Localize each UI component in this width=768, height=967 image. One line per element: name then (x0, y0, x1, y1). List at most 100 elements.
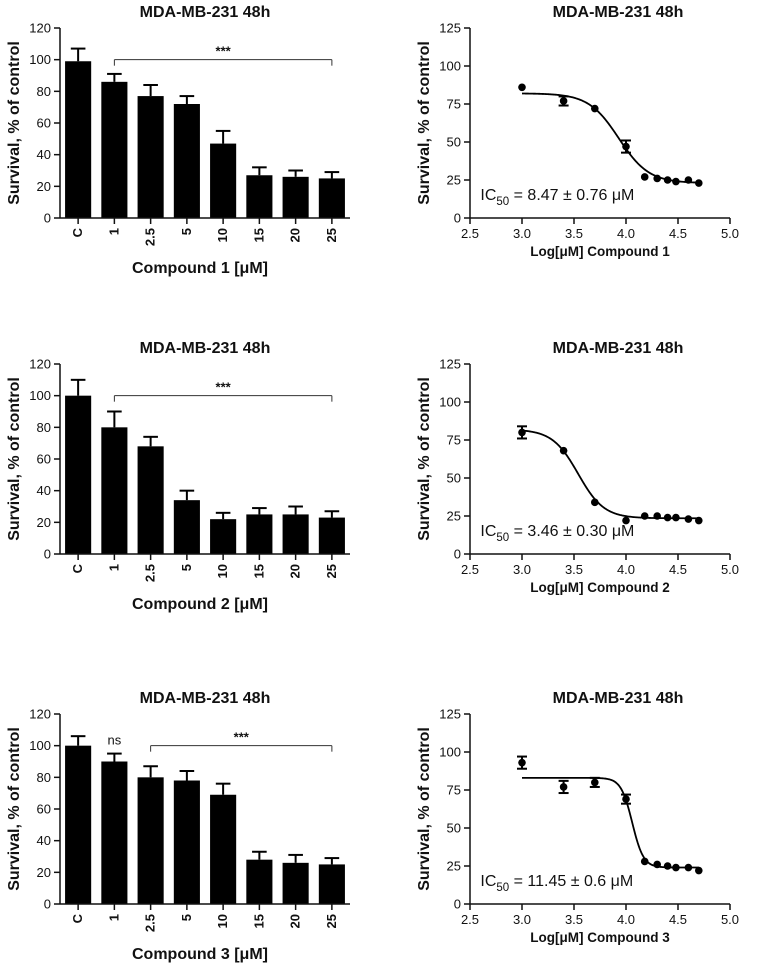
bar3-y-tick-label: 0 (44, 897, 51, 912)
curve1-y-axis-label: Survival, % of control (416, 41, 433, 205)
bar3-x-axis-label: Compound 3 [μM] (132, 946, 268, 963)
curve3-data-point (663, 862, 672, 870)
bar2-significance-label: *** (216, 380, 232, 395)
bar1-y-axis-label: Survival, % of control (6, 41, 23, 205)
bar2-x-tick-label: 5 (179, 564, 194, 571)
curve3-data-point (684, 863, 693, 872)
curve1-title: MDA-MB-231 48h (553, 4, 684, 21)
curve2-data-point (663, 513, 672, 522)
bar3-bar (318, 864, 345, 904)
curve2-ic50-subscript: 50 (496, 532, 509, 544)
bar1-y-tick-label: 20 (37, 179, 51, 194)
curve1-y-tick-label: 50 (447, 135, 461, 150)
bar1-x-tick-label: 2.5 (143, 228, 158, 246)
curve3-ic50-prefix: IC (480, 873, 496, 890)
bar1-x-tick-label: 25 (324, 228, 339, 242)
curve3-x-tick-label: 3.0 (513, 912, 531, 927)
curve1-y-tick-label: 125 (439, 21, 461, 36)
bar2-x-tick-label: 20 (288, 564, 303, 578)
bar2-y-tick-label: 120 (29, 357, 51, 372)
bar1-y-tick-label: 0 (44, 211, 51, 226)
bar2-x-axis-label: Compound 2 [μM] (132, 596, 268, 613)
bar1-panel: MDA-MB-231 48h Survival, % of control 0 20 4… (6, 4, 350, 277)
curve2-data-point (640, 512, 649, 520)
curve1-x-tick-label: 4.5 (669, 226, 687, 241)
bar2-bar (65, 395, 92, 554)
bar1-bar (318, 178, 345, 218)
bar2-bar (282, 514, 309, 554)
bar3-x-tick-label: 25 (324, 914, 339, 928)
bar3-bar (210, 794, 237, 904)
bar2-y-tick-label: 40 (37, 483, 51, 498)
curve2-data-point (695, 516, 703, 525)
curve1-ic50-prefix: IC (480, 187, 496, 204)
bar1-y-tick-label: 120 (29, 21, 51, 36)
bar2-y-tick-label: 20 (37, 515, 51, 530)
bar1-y-tick-label: 60 (37, 116, 51, 131)
curve1-x-tick-label: 3.5 (565, 226, 583, 241)
bar2-bar (137, 446, 164, 554)
bar2-panel: MDA-MB-231 48h Survival, % of control 0 20 4… (6, 340, 350, 613)
bar3-x-tick-label: 1 (106, 914, 121, 921)
bar2-x-tick-label: 15 (251, 564, 266, 578)
curve3-x-tick-label: 2.5 (461, 912, 479, 927)
bar2-y-tick-label: 60 (37, 452, 51, 467)
curve2-data-point (653, 512, 661, 520)
curve1-data-point (672, 177, 680, 186)
bar3-panel: MDA-MB-231 48h Survival, % of control 0 20 4… (6, 690, 350, 963)
curve2-x-tick-label: 3.0 (513, 562, 531, 577)
curve1-panel: MDA-MB-231 48h Survival, % of control 0 25 5… (416, 4, 739, 259)
curve1-data-point (663, 176, 672, 184)
curve1-data-point (640, 173, 649, 181)
curve3-data-point (559, 783, 568, 791)
curve2-ic50-prefix: IC (480, 523, 496, 540)
curve3-y-tick-label: 25 (447, 859, 461, 874)
bar3-y-tick-label: 20 (37, 865, 51, 880)
curve3-y-tick-label: 50 (447, 821, 461, 836)
curve1-data-point (622, 142, 630, 151)
bar1-title: MDA-MB-231 48h (140, 4, 271, 21)
bar3-bar (101, 761, 128, 904)
bar2-y-tick-label: 100 (29, 388, 51, 403)
bar2-bar (210, 519, 237, 554)
curve2-y-axis-label: Survival, % of control (416, 377, 433, 541)
curve3-ic50-subscript: 50 (496, 882, 509, 894)
curve2-data-point (559, 446, 568, 455)
curve2-x-tick-label: 4.5 (669, 562, 687, 577)
curve1-y-tick-label: 75 (447, 97, 461, 112)
curve2-y-tick-label: 0 (454, 547, 461, 562)
curve3-data-point (591, 778, 599, 787)
bar1-bar (210, 143, 237, 218)
curve3-data-point (518, 758, 526, 767)
bar3-x-tick-label: 20 (288, 914, 303, 928)
curve3-y-tick-label: 0 (454, 897, 461, 912)
bar1-x-tick-label: C (70, 227, 85, 237)
bar3-x-tick-label: 2.5 (143, 914, 158, 932)
bar2-x-tick-label: 25 (324, 564, 339, 578)
curve2-data-point (672, 513, 680, 522)
bar3-y-tick-label: 80 (37, 770, 51, 785)
curve2-data-point (518, 428, 526, 437)
curve2-y-tick-label: 100 (439, 395, 461, 410)
curve2-y-tick-label: 125 (439, 357, 461, 372)
curve3-fit-curve (522, 776, 699, 869)
bar2-x-tick-label: 2.5 (143, 564, 158, 582)
bar1-bar (101, 81, 128, 218)
curve2-fit-curve (521, 429, 699, 520)
curve3-x-tick-label: 4.0 (617, 912, 635, 927)
bar2-y-tick-label: 0 (44, 547, 51, 562)
curve1-ic50-label: IC50 = 8.47 ± 0.76 μM (480, 187, 634, 208)
curve1-data-point (559, 97, 568, 105)
curve1-x-tick-label: 4.0 (617, 226, 635, 241)
bar1-x-tick-label: 20 (288, 228, 303, 242)
curve1-x-tick-label: 5.0 (721, 226, 739, 241)
curve2-ic50-label: IC50 = 3.46 ± 0.30 μM (480, 523, 634, 544)
bar1-y-tick-label: 80 (37, 84, 51, 99)
curve3-data-point (695, 866, 703, 875)
curve1-data-point (591, 104, 599, 113)
bar3-y-tick-label: 40 (37, 833, 51, 848)
curve3-ic50-label: IC50 = 11.45 ± 0.6 μM (480, 873, 633, 894)
bar2-bar (173, 500, 200, 554)
bar2-bar (246, 514, 273, 554)
